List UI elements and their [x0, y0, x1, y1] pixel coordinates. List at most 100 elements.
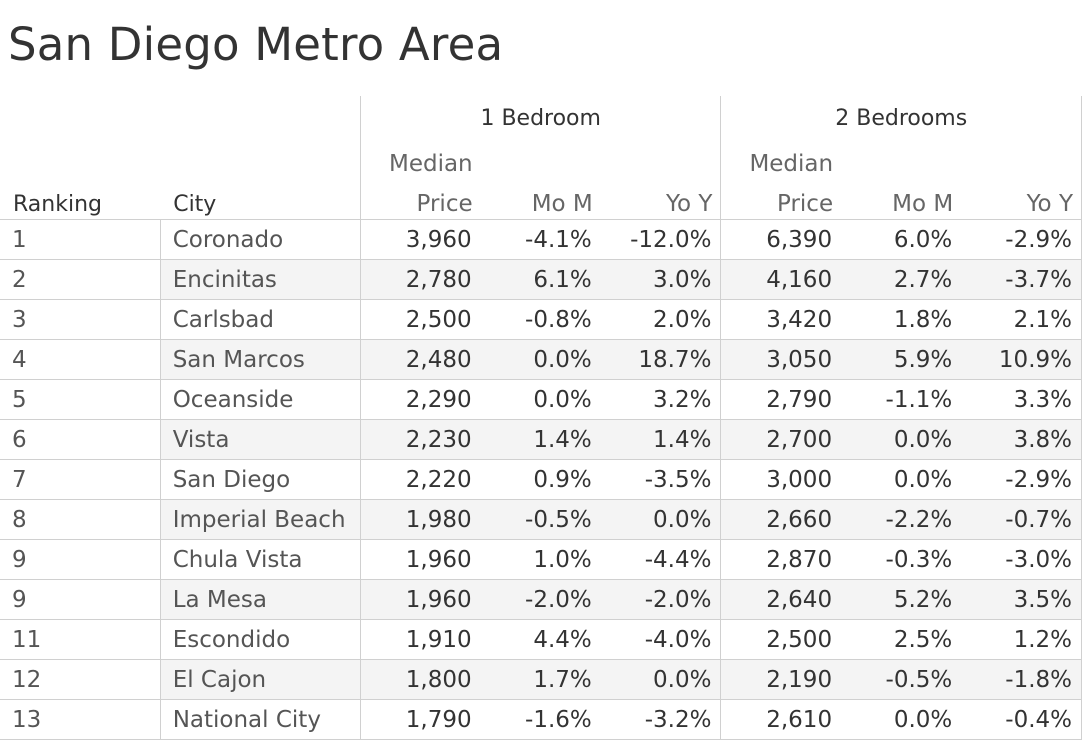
2-bedrooms-mom-cell: 0.0% — [841, 699, 962, 740]
city-cell: Escondido — [159, 619, 361, 660]
2-bedrooms-mom-cell: -2.2% — [841, 499, 962, 540]
rank-cell: 8 — [0, 499, 161, 540]
2-bedrooms-yoy-cell: 3.5% — [961, 579, 1083, 620]
table-row: 4 San Marcos 2,480 0.0% 18.7% 3,050 5.9% 10.9% — [0, 339, 1083, 380]
city-cell: Chula Vista — [159, 539, 361, 580]
2-bedrooms-price-cell: 2,500 — [720, 619, 842, 660]
table-row: 9 Chula Vista 1,960 1.0% -4.4% 2,870 -0.3% -3.0… — [0, 539, 1083, 580]
table-row: 5 Oceanside 2,290 0.0% 3.2% 2,790 -1.1% 3.3% — [0, 379, 1083, 420]
1-bedroom-mom-cell: 4.4% — [480, 619, 601, 660]
1-bedroom-mom-cell: -4.1% — [480, 219, 601, 260]
header-spacer — [961, 141, 1083, 177]
rank-cell: 9 — [0, 579, 161, 620]
2-bedrooms-price-cell: 2,870 — [720, 539, 842, 580]
rank-cell: 11 — [0, 619, 161, 660]
1-bedroom-price-cell: 2,500 — [359, 299, 481, 340]
rank-cell: 6 — [0, 419, 161, 460]
header-spacer — [160, 141, 360, 177]
yoy-header-1-bedroom: Yo Y — [666, 191, 713, 217]
1-bedroom-price-cell: 1,790 — [359, 699, 481, 740]
group-header-1-bedroom: 1 Bedroom — [359, 96, 721, 141]
2-bedrooms-mom-cell: 6.0% — [841, 219, 962, 260]
1-bedroom-mom-cell: -2.0% — [480, 579, 601, 620]
group-header-2-bedrooms: 2 Bedrooms — [720, 96, 1082, 141]
2-bedrooms-mom-cell: 5.2% — [841, 579, 962, 620]
city-cell: La Mesa — [159, 579, 361, 620]
city-cell: Imperial Beach — [159, 499, 361, 540]
table-body: 1 Coronado 3,960 -4.1% -12.0% 6,390 6.0% -2.9% 2… — [0, 219, 1083, 740]
table-row: 7 San Diego 2,220 0.9% -3.5% 3,000 0.0% -2.9% — [0, 459, 1083, 500]
1-bedroom-price-cell: 2,230 — [359, 419, 481, 460]
city-cell: San Diego — [159, 459, 361, 500]
mom-header-1-bedroom: Mo M — [531, 191, 593, 217]
1-bedroom-yoy-cell: 3.0% — [600, 259, 721, 300]
rank-cell: 3 — [0, 299, 161, 340]
price-header-2-bedrooms: Price — [720, 177, 842, 220]
2-bedrooms-mom-cell: 2.7% — [841, 259, 962, 300]
header-spacer — [841, 141, 961, 177]
rank-cell: 9 — [0, 539, 161, 580]
rank-cell: 12 — [0, 659, 161, 700]
city-cell: El Cajon — [159, 659, 361, 700]
2-bedrooms-yoy-cell: -0.7% — [961, 499, 1083, 540]
1-bedroom-price-cell: 2,290 — [359, 379, 481, 420]
page-title: San Diego Metro Area — [8, 18, 504, 71]
1-bedroom-mom-cell: 1.0% — [480, 539, 601, 580]
city-cell: National City — [159, 699, 361, 740]
2-bedrooms-yoy-cell: 3.3% — [961, 379, 1083, 420]
1-bedroom-mom-cell: 1.4% — [480, 419, 601, 460]
2-bedrooms-price-cell: 6,390 — [720, 219, 842, 260]
table-row: 12 El Cajon 1,800 1.7% 0.0% 2,190 -0.5% -1.8% — [0, 659, 1083, 700]
rank-cell: 4 — [0, 339, 161, 380]
2-bedrooms-price-cell: 2,190 — [720, 659, 842, 700]
2-bedrooms-price-cell: 2,610 — [720, 699, 842, 740]
1-bedroom-yoy-cell: -3.5% — [600, 459, 721, 500]
mom-header-2-bedrooms: Mo M — [892, 191, 954, 217]
1-bedroom-yoy-cell: 3.2% — [600, 379, 721, 420]
2-bedrooms-yoy-cell: -2.9% — [961, 219, 1083, 260]
2-bedrooms-price-cell: 3,050 — [720, 339, 842, 380]
2-bedrooms-mom-cell: 1.8% — [841, 299, 962, 340]
1-bedroom-yoy-cell: -3.2% — [600, 699, 721, 740]
1-bedroom-price-cell: 2,480 — [359, 339, 481, 380]
2-bedrooms-yoy-cell: -2.9% — [961, 459, 1083, 500]
table-row: 9 La Mesa 1,960 -2.0% -2.0% 2,640 5.2% 3.5% — [0, 579, 1083, 620]
median-header-1-bedroom: Median — [359, 141, 481, 177]
1-bedroom-price-cell: 1,980 — [359, 499, 481, 540]
table-row: 11 Escondido 1,910 4.4% -4.0% 2,500 2.5% 1.2% — [0, 619, 1083, 660]
1-bedroom-price-cell: 1,800 — [359, 659, 481, 700]
2-bedrooms-mom-cell: 0.0% — [841, 459, 962, 500]
1-bedroom-price-cell: 1,960 — [359, 579, 481, 620]
1-bedroom-yoy-cell: 18.7% — [600, 339, 721, 380]
2-bedrooms-yoy-cell: -3.0% — [961, 539, 1083, 580]
rank-cell: 5 — [0, 379, 161, 420]
city-cell: Vista — [159, 419, 361, 460]
city-cell: San Marcos — [159, 339, 361, 380]
1-bedroom-mom-cell: -0.5% — [480, 499, 601, 540]
2-bedrooms-mom-cell: 0.0% — [841, 419, 962, 460]
1-bedroom-mom-cell: 6.1% — [480, 259, 601, 300]
city-cell: Coronado — [159, 219, 361, 260]
2-bedrooms-mom-cell: -0.3% — [841, 539, 962, 580]
2-bedrooms-yoy-cell: -1.8% — [961, 659, 1083, 700]
table-row: 6 Vista 2,230 1.4% 1.4% 2,700 0.0% 3.8% — [0, 419, 1083, 460]
2-bedrooms-price-cell: 2,700 — [720, 419, 842, 460]
rank-cell: 2 — [0, 259, 161, 300]
header-spacer — [601, 141, 721, 177]
table-row: 13 National City 1,790 -1.6% -3.2% 2,610 0.0% -… — [0, 699, 1083, 740]
2-bedrooms-yoy-cell: 3.8% — [961, 419, 1083, 460]
2-bedrooms-yoy-cell: 10.9% — [961, 339, 1083, 380]
table-row: 8 Imperial Beach 1,980 -0.5% 0.0% 2,660 -2.2% -… — [0, 499, 1083, 540]
2-bedrooms-yoy-cell: -3.7% — [961, 259, 1083, 300]
1-bedroom-yoy-cell: 1.4% — [600, 419, 721, 460]
1-bedroom-yoy-cell: -4.0% — [600, 619, 721, 660]
1-bedroom-yoy-cell: 0.0% — [600, 659, 721, 700]
2-bedrooms-price-cell: 2,640 — [720, 579, 842, 620]
yoy-header-2-bedrooms: Yo Y — [961, 177, 1083, 220]
table-row: 1 Coronado 3,960 -4.1% -12.0% 6,390 6.0% -2.9% — [0, 219, 1083, 260]
table-row: 3 Carlsbad 2,500 -0.8% 2.0% 3,420 1.8% 2.1% — [0, 299, 1083, 340]
2-bedrooms-yoy-cell: 2.1% — [961, 299, 1083, 340]
city-cell: Encinitas — [159, 259, 361, 300]
2-bedrooms-yoy-cell: -0.4% — [961, 699, 1083, 740]
2-bedrooms-price-cell: 4,160 — [720, 259, 842, 300]
